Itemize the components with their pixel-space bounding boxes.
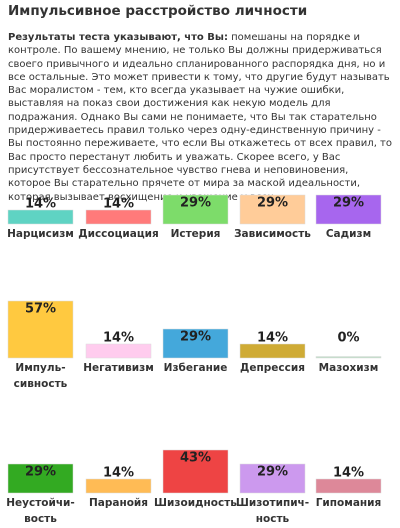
- bar: [85, 478, 152, 494]
- value-label: 0%: [337, 331, 359, 346]
- intro-lead: Результаты теста указывают, что Вы:: [8, 32, 228, 43]
- bar: [315, 194, 382, 225]
- bar: [7, 209, 74, 225]
- category-label: ность: [256, 513, 290, 525]
- value-label: 14%: [333, 466, 364, 481]
- category-label: Депрессия: [240, 362, 305, 374]
- category-label: Импуль-: [15, 362, 65, 374]
- category-label: Гипомания: [316, 497, 382, 509]
- value-label: 57%: [25, 302, 56, 317]
- category-label: Шизоидность: [154, 497, 237, 509]
- value-label: 43%: [180, 451, 211, 466]
- value-label: 14%: [103, 466, 134, 481]
- value-label: 29%: [180, 330, 211, 345]
- bar: [7, 300, 74, 359]
- value-label: 29%: [180, 196, 211, 211]
- category-label: Садизм: [326, 228, 371, 240]
- category-label: Мазохизм: [319, 362, 379, 374]
- value-label: 29%: [333, 196, 364, 211]
- bar: [239, 463, 306, 494]
- value-label: 14%: [257, 331, 288, 346]
- category-label: Шизотипич-: [236, 497, 309, 509]
- intro-text: помешаны на порядке и контроле. По вашем…: [8, 32, 392, 203]
- bar: [315, 356, 382, 359]
- value-label: 29%: [25, 465, 56, 480]
- bar: [162, 328, 229, 359]
- bar: [239, 343, 306, 359]
- category-label: Паранойя: [89, 497, 148, 509]
- category-label: Зависимость: [234, 228, 311, 240]
- intro: Результаты теста указывают, что Вы: поме…: [8, 31, 394, 204]
- category-label: Диссоциация: [78, 228, 158, 240]
- bar: [315, 478, 382, 494]
- value-label: 29%: [257, 196, 288, 211]
- title: Импульсивное расстройство личности: [8, 3, 308, 19]
- value-label: 14%: [25, 197, 56, 212]
- category-label: Негативизм: [83, 362, 154, 374]
- bar: [85, 343, 152, 359]
- bar: [85, 209, 152, 225]
- category-label: Неустойчи-: [6, 497, 75, 509]
- category-label: сивность: [14, 378, 68, 390]
- value-label: 14%: [103, 197, 134, 212]
- bar: [162, 449, 229, 494]
- category-label: Истерия: [171, 228, 221, 240]
- value-label: 14%: [103, 331, 134, 346]
- value-label: 29%: [257, 465, 288, 480]
- category-label: вость: [24, 513, 57, 525]
- bar: [7, 463, 74, 494]
- category-label: Нарцисизм: [7, 228, 74, 240]
- bar: [162, 194, 229, 225]
- bar: [239, 194, 306, 225]
- category-label: Избегание: [164, 362, 228, 374]
